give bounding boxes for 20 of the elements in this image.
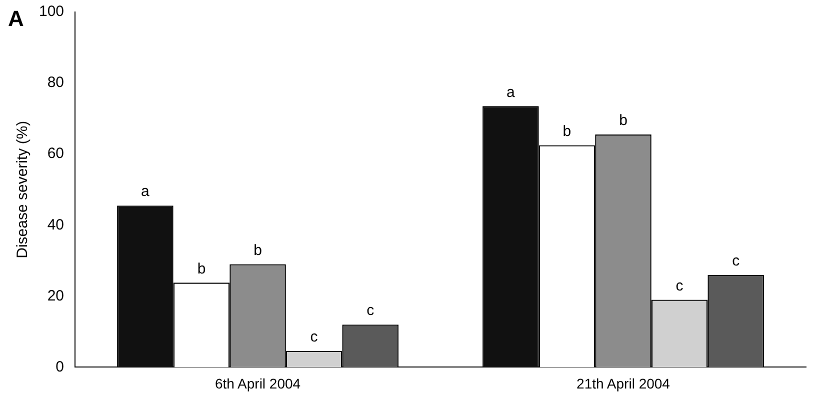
y-tick-label: 0: [56, 358, 64, 376]
y-tick-label: 60: [47, 145, 64, 162]
y-tick-label: 20: [47, 287, 64, 304]
data-label: c: [310, 328, 318, 346]
data-label: b: [619, 112, 628, 130]
x-tick-label: 21th April 2004: [576, 375, 670, 392]
data-label: c: [732, 252, 740, 270]
x-tick-label: 6th April 2004: [214, 375, 301, 392]
data-label: b: [254, 242, 262, 259]
data-label: c: [676, 277, 684, 294]
data-label: b: [197, 260, 206, 278]
y-tick-label: 100: [38, 3, 64, 20]
chart-title: A: [8, 6, 24, 32]
data-label: b: [562, 122, 572, 140]
data-label: a: [506, 84, 516, 101]
y-tick-label: 80: [47, 74, 64, 92]
data-label: c: [366, 302, 375, 320]
data-label: a: [141, 183, 150, 200]
y-tick-label: 40: [47, 216, 64, 234]
y-axis-title: Disease severity (%): [14, 120, 32, 258]
